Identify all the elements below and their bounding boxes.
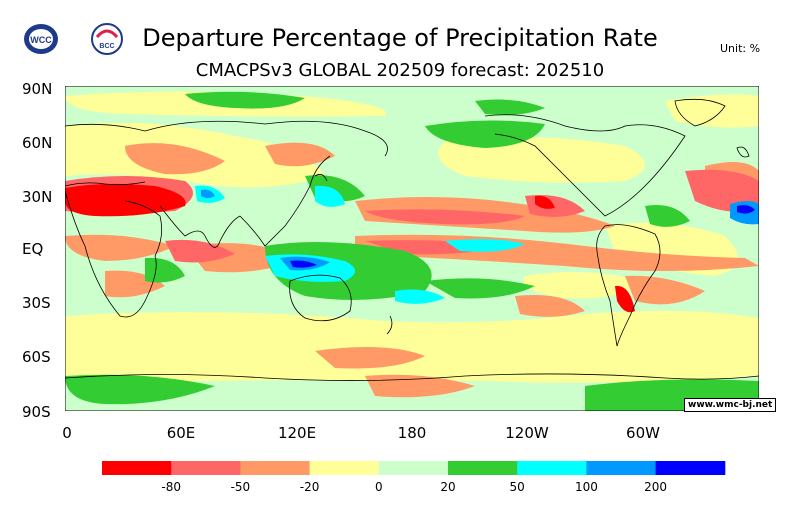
lat-label-eq: EQ: [22, 240, 44, 258]
lat-label-30n: 30N: [22, 188, 53, 206]
legend-swatch: [309, 461, 380, 475]
lon-label-0: 0: [62, 424, 72, 442]
legend-swatch: [655, 461, 726, 475]
lon-label-60w: 60W: [626, 424, 660, 442]
legend-tick-label: -50: [231, 480, 251, 494]
legend-swatch: [102, 461, 172, 475]
legend-tick-label: -20: [300, 480, 320, 494]
legend-tick-label: -80: [161, 480, 181, 494]
legend-tick-label: 50: [510, 480, 525, 494]
watermark: www.wmc-bj.net: [684, 398, 777, 412]
legend-tick-label: 200: [644, 480, 667, 494]
wcc-logo-text: WCC: [30, 35, 52, 45]
bcc-logo: BCC: [91, 23, 123, 55]
legend-swatch: [586, 461, 657, 475]
lat-label-90n: 90N: [22, 80, 53, 98]
legend-swatch: [240, 461, 311, 475]
unit-label: Unit: %: [720, 42, 761, 55]
lat-label-30s: 30S: [22, 294, 51, 312]
chart-subtitle: CMACPSv3 GLOBAL 202509 forecast: 202510: [195, 60, 605, 81]
lat-label-60s: 60S: [22, 348, 51, 366]
coastlines: [65, 98, 759, 381]
deep-blue-regions: [290, 205, 755, 268]
legend-swatch: [448, 461, 518, 475]
lat-label-90s: 90S: [22, 403, 51, 421]
red-regions: [65, 183, 635, 313]
lon-label-60e: 60E: [166, 424, 196, 442]
legend-swatch: [171, 461, 241, 475]
legend-swatch: [378, 461, 449, 475]
lon-label-180: 180: [397, 424, 427, 442]
lon-label-120w: 120W: [505, 424, 549, 442]
chart-title: Departure Percentage of Precipitation Ra…: [142, 24, 658, 52]
legend-tick-label: 20: [440, 480, 455, 494]
lon-label-120e: 120E: [277, 424, 317, 442]
legend-tick-label: 100: [575, 480, 598, 494]
lat-label-60n: 60N: [22, 134, 53, 152]
wcc-logo: WCC: [24, 24, 58, 54]
precipitation-map: [65, 86, 759, 411]
legend-tick-label: 0: [375, 480, 383, 494]
legend-swatch: [517, 461, 587, 475]
bcc-logo-text: BCC: [99, 43, 114, 50]
